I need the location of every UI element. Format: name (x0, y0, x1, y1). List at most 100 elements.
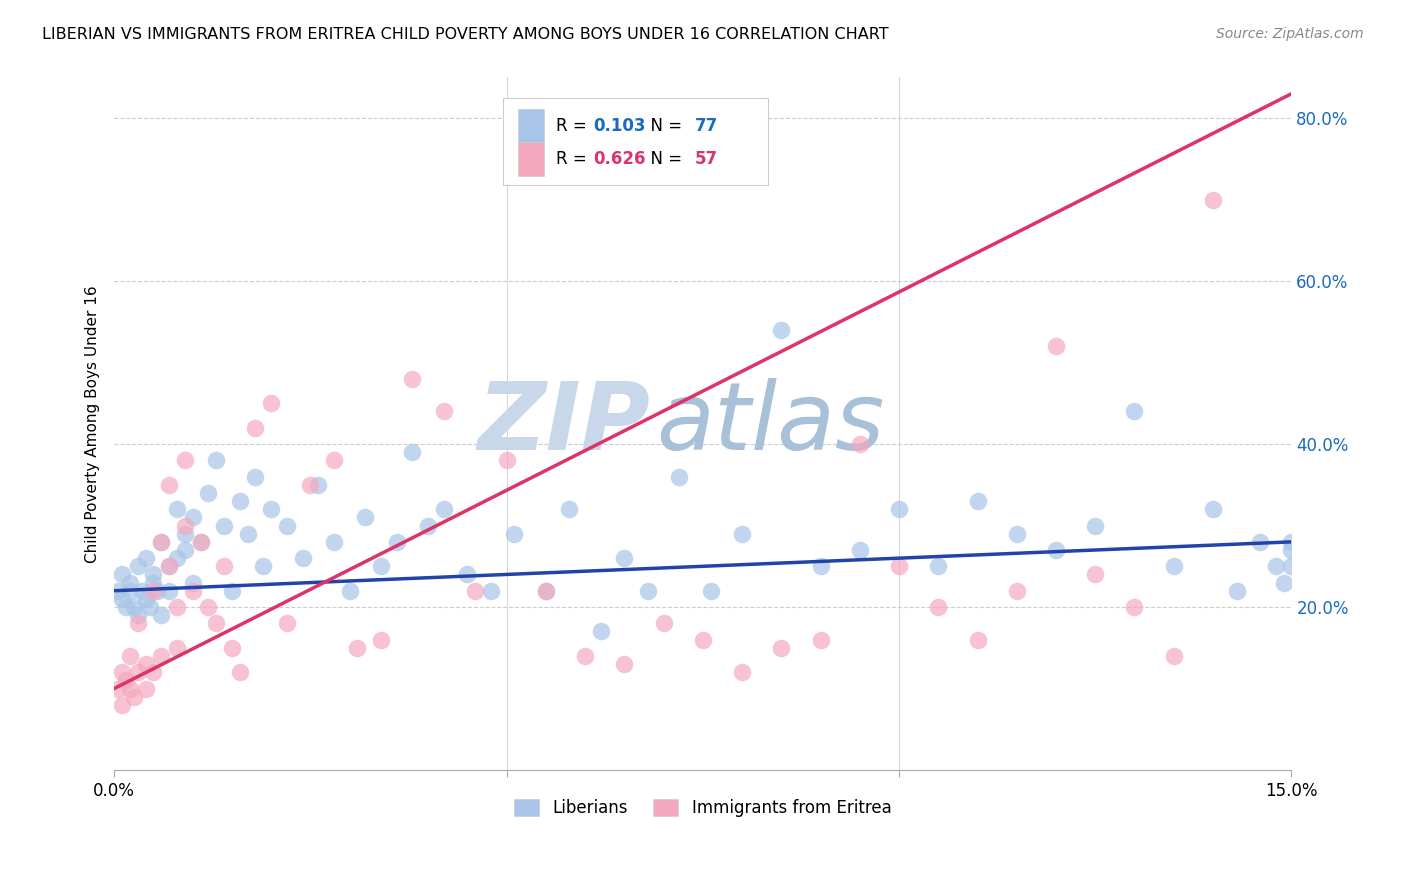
Point (433, 502, 456, 516)
Point (197, 600, 219, 615)
Point (810, 632, 832, 647)
Point (127, 665, 149, 680)
Point (731, 665, 754, 680)
FancyBboxPatch shape (503, 98, 768, 185)
Text: ZIP: ZIP (477, 377, 650, 470)
Point (534, 583, 557, 598)
Point (221, 640, 243, 655)
Point (138, 600, 160, 615)
Point (370, 632, 392, 647)
Point (558, 502, 581, 516)
Point (276, 616, 298, 631)
Point (142, 575, 165, 590)
Point (1202, 502, 1225, 516)
Point (173, 453, 195, 467)
Point (699, 583, 721, 598)
Text: Source: ZipAtlas.com: Source: ZipAtlas.com (1216, 27, 1364, 41)
Point (111, 665, 134, 680)
Point (613, 551, 636, 566)
Text: 77: 77 (695, 117, 718, 135)
Point (260, 502, 283, 516)
Point (135, 657, 157, 671)
Point (245, 421, 267, 435)
Point (212, 559, 235, 574)
Point (115, 673, 138, 688)
Point (157, 559, 180, 574)
Point (166, 551, 188, 566)
Point (229, 665, 252, 680)
Text: 0.103: 0.103 (593, 117, 645, 135)
Point (1202, 193, 1225, 207)
Point (927, 600, 949, 615)
Point (927, 559, 949, 574)
Point (339, 583, 361, 598)
Point (731, 526, 754, 541)
Point (589, 624, 612, 639)
Point (370, 559, 392, 574)
Point (236, 526, 259, 541)
Point (1163, 559, 1185, 574)
Point (456, 567, 478, 582)
Point (354, 510, 377, 524)
Point (127, 616, 149, 631)
Point (118, 575, 141, 590)
Point (205, 453, 228, 467)
Point (150, 648, 173, 663)
Point (115, 600, 138, 615)
Point (122, 690, 145, 704)
Point (157, 478, 180, 492)
Point (205, 616, 228, 631)
Point (197, 486, 219, 500)
Point (111, 567, 134, 582)
Point (118, 583, 141, 598)
Point (479, 583, 502, 598)
Point (107, 681, 129, 696)
Point (190, 534, 212, 549)
Point (887, 502, 910, 516)
Point (323, 534, 346, 549)
Point (229, 494, 252, 508)
Point (146, 583, 169, 598)
Point (252, 559, 274, 574)
Point (1249, 534, 1271, 549)
Point (166, 502, 188, 516)
Point (260, 396, 283, 410)
Point (1264, 559, 1286, 574)
Text: LIBERIAN VS IMMIGRANTS FROM ERITREA CHILD POVERTY AMONG BOYS UNDER 16 CORRELATIO: LIBERIAN VS IMMIGRANTS FROM ERITREA CHIL… (42, 27, 889, 42)
Point (385, 534, 408, 549)
Point (166, 600, 188, 615)
Point (810, 559, 832, 574)
Point (150, 534, 173, 549)
Point (307, 478, 329, 492)
Bar (517, 143, 544, 176)
Point (1005, 526, 1028, 541)
Point (181, 583, 204, 598)
Point (637, 583, 659, 598)
Point (323, 453, 346, 467)
Point (418, 518, 440, 533)
Point (1084, 518, 1107, 533)
Text: N =: N = (640, 150, 688, 168)
Point (495, 453, 517, 467)
Point (574, 648, 596, 663)
Point (142, 665, 165, 680)
Point (770, 323, 793, 337)
Point (107, 583, 129, 598)
Text: 0.626: 0.626 (593, 150, 645, 168)
Point (173, 518, 195, 533)
Point (1084, 567, 1107, 582)
Point (503, 526, 526, 541)
Point (291, 551, 314, 566)
Point (1045, 339, 1067, 353)
Point (433, 404, 456, 418)
Point (157, 583, 180, 598)
Point (1123, 404, 1146, 418)
Point (150, 534, 173, 549)
Point (1123, 600, 1146, 615)
Point (299, 478, 322, 492)
Point (173, 543, 195, 558)
Point (127, 608, 149, 623)
Text: N =: N = (640, 117, 688, 135)
Y-axis label: Child Poverty Among Boys Under 16: Child Poverty Among Boys Under 16 (86, 285, 100, 563)
Point (668, 469, 690, 483)
